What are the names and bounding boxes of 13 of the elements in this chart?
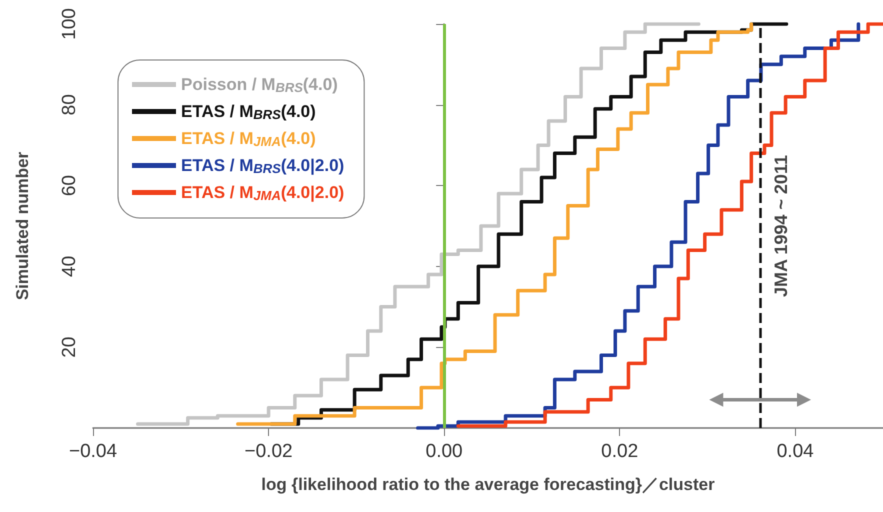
x-tick-label: 0.02 (601, 441, 638, 462)
ref-line-label: JMA 1994 ~ 2011 (771, 155, 792, 297)
y-tick-label: 20 (59, 336, 80, 358)
y-tick-label: 80 (59, 94, 80, 116)
y-axis-title: Simulated number (13, 151, 32, 300)
x-tick-label: −0.02 (244, 441, 293, 462)
y-tick-label: 100 (59, 8, 80, 40)
x-tick-label: 0.04 (776, 441, 814, 462)
x-axis-title: log {likelihood ratio to the average forecasting}／cluster (261, 475, 716, 494)
x-tick-label: 0.00 (426, 441, 463, 462)
y-tick-label: 40 (59, 256, 80, 277)
x-tick-label: −0.04 (68, 441, 118, 462)
y-tick-label: 60 (59, 175, 80, 196)
